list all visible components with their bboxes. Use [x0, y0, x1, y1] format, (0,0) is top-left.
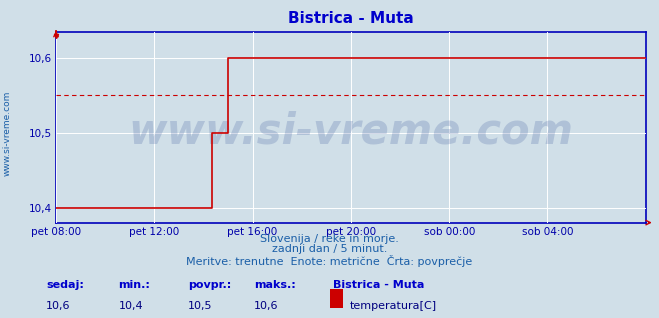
Text: 10,6: 10,6	[254, 301, 278, 310]
Text: temperatura[C]: temperatura[C]	[349, 301, 436, 310]
Text: www.si-vreme.com: www.si-vreme.com	[3, 91, 12, 176]
Text: 10,4: 10,4	[119, 301, 143, 310]
Text: min.:: min.:	[119, 280, 150, 290]
Text: zadnji dan / 5 minut.: zadnji dan / 5 minut.	[272, 244, 387, 254]
Text: maks.:: maks.:	[254, 280, 295, 290]
Text: 10,6: 10,6	[46, 301, 71, 310]
Text: sedaj:: sedaj:	[46, 280, 84, 290]
Text: Slovenija / reke in morje.: Slovenija / reke in morje.	[260, 234, 399, 244]
Text: Meritve: trenutne  Enote: metrične  Črta: povprečje: Meritve: trenutne Enote: metrične Črta: …	[186, 255, 473, 267]
Text: povpr.:: povpr.:	[188, 280, 231, 290]
Text: 10,5: 10,5	[188, 301, 212, 310]
Text: www.si-vreme.com: www.si-vreme.com	[129, 110, 573, 152]
Title: Bistrica - Muta: Bistrica - Muta	[288, 11, 414, 26]
Text: Bistrica - Muta: Bistrica - Muta	[333, 280, 424, 290]
